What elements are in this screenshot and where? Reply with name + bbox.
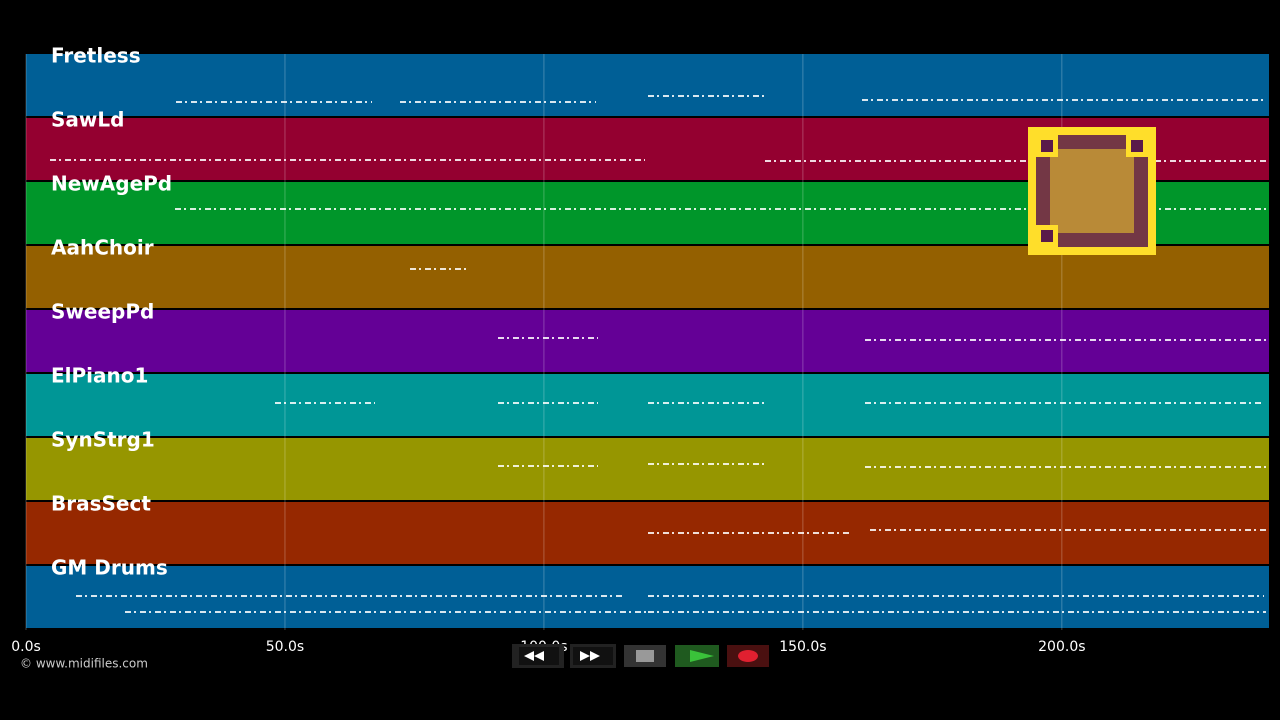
tick-label: 0.0s — [11, 639, 41, 655]
track-name: NewAgePd — [51, 172, 172, 196]
stop-icon — [636, 650, 654, 662]
track-name: Fretless — [51, 44, 141, 68]
track-lane — [26, 246, 1269, 308]
track-lane — [26, 438, 1269, 500]
track-lane — [26, 566, 1269, 628]
track-labels: Fretless SawLd NewAgePd AahChoir SweepPd ElPi… — [51, 44, 172, 580]
track-lane — [26, 54, 1269, 116]
track-name: SawLd — [51, 108, 124, 132]
play-icon — [690, 650, 714, 662]
track-name: GM Drums — [51, 556, 168, 580]
tick-label: 50.0s — [266, 639, 304, 655]
track-name: SynStrg1 — [51, 428, 155, 452]
track-name: ElPiano1 — [51, 364, 148, 388]
record-icon — [738, 650, 758, 662]
track-lane — [26, 502, 1269, 564]
track-lane — [26, 310, 1269, 372]
qr-code — [1028, 127, 1156, 255]
rewind-icon — [524, 651, 544, 661]
track-name: BrasSect — [51, 492, 151, 516]
track-name: AahChoir — [51, 236, 154, 260]
fast-forward-icon — [580, 651, 600, 661]
track-name: SweepPd — [51, 300, 154, 324]
tick-label: 200.0s — [1038, 639, 1085, 655]
notes — [50, 95, 1268, 613]
tick-label: 150.0s — [779, 639, 826, 655]
credit: © www.midifiles.com — [20, 657, 148, 671]
track-lane — [26, 374, 1269, 436]
transport-controls — [512, 644, 769, 668]
